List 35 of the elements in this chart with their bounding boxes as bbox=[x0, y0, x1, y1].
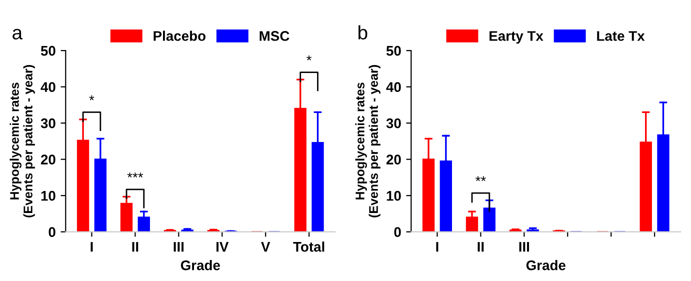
y-axis-title: Hypoglycemic rates (Events per patient - year) bbox=[355, 65, 380, 218]
x-tick-label: II bbox=[478, 242, 484, 252]
x-tick-label: III bbox=[519, 242, 530, 252]
x-axis-title: Grade bbox=[526, 260, 566, 270]
y-tick-label: 10 bbox=[41, 190, 56, 201]
x-tick-label: I bbox=[90, 242, 93, 252]
y-tick-label: 20 bbox=[40, 154, 56, 164]
chart-title: b bbox=[358, 25, 368, 40]
chart-title: a bbox=[12, 28, 23, 40]
x-tick-label: IV bbox=[216, 242, 229, 252]
x-tick-label: V bbox=[261, 242, 270, 252]
y-tick-label: 20 bbox=[386, 154, 401, 164]
y-tick-label: 0 bbox=[48, 227, 56, 237]
annotation: *** bbox=[127, 172, 144, 178]
y-tick-label: 40 bbox=[386, 82, 401, 92]
y-tick-label: 40 bbox=[40, 82, 56, 92]
y-tick-label: 50 bbox=[386, 46, 401, 56]
legend-label: Earty Tx bbox=[490, 31, 544, 44]
y-tick-label: 0 bbox=[394, 227, 401, 237]
y-axis-title: Hypoglycemic rates (Events per patient - year) bbox=[10, 65, 35, 218]
x-tick-label: II bbox=[132, 242, 138, 252]
legend-label: MSC bbox=[260, 31, 290, 41]
annotation: * bbox=[89, 95, 94, 100]
x-tick-label: I bbox=[436, 242, 438, 252]
y-tick-label: 50 bbox=[40, 46, 56, 56]
x-tick-label: III bbox=[174, 242, 184, 252]
x-tick-label: Total bbox=[293, 242, 324, 252]
annotation: ** bbox=[476, 176, 486, 182]
x-axis-title: Grade bbox=[180, 260, 220, 270]
y-tick-label: 30 bbox=[40, 118, 56, 128]
y-tick-label: 10 bbox=[386, 190, 401, 201]
annotation: * bbox=[306, 55, 312, 60]
y-tick-label: 30 bbox=[386, 118, 401, 128]
legend-label: Placebo bbox=[154, 30, 206, 41]
legend-label: Late Tx bbox=[597, 31, 645, 41]
